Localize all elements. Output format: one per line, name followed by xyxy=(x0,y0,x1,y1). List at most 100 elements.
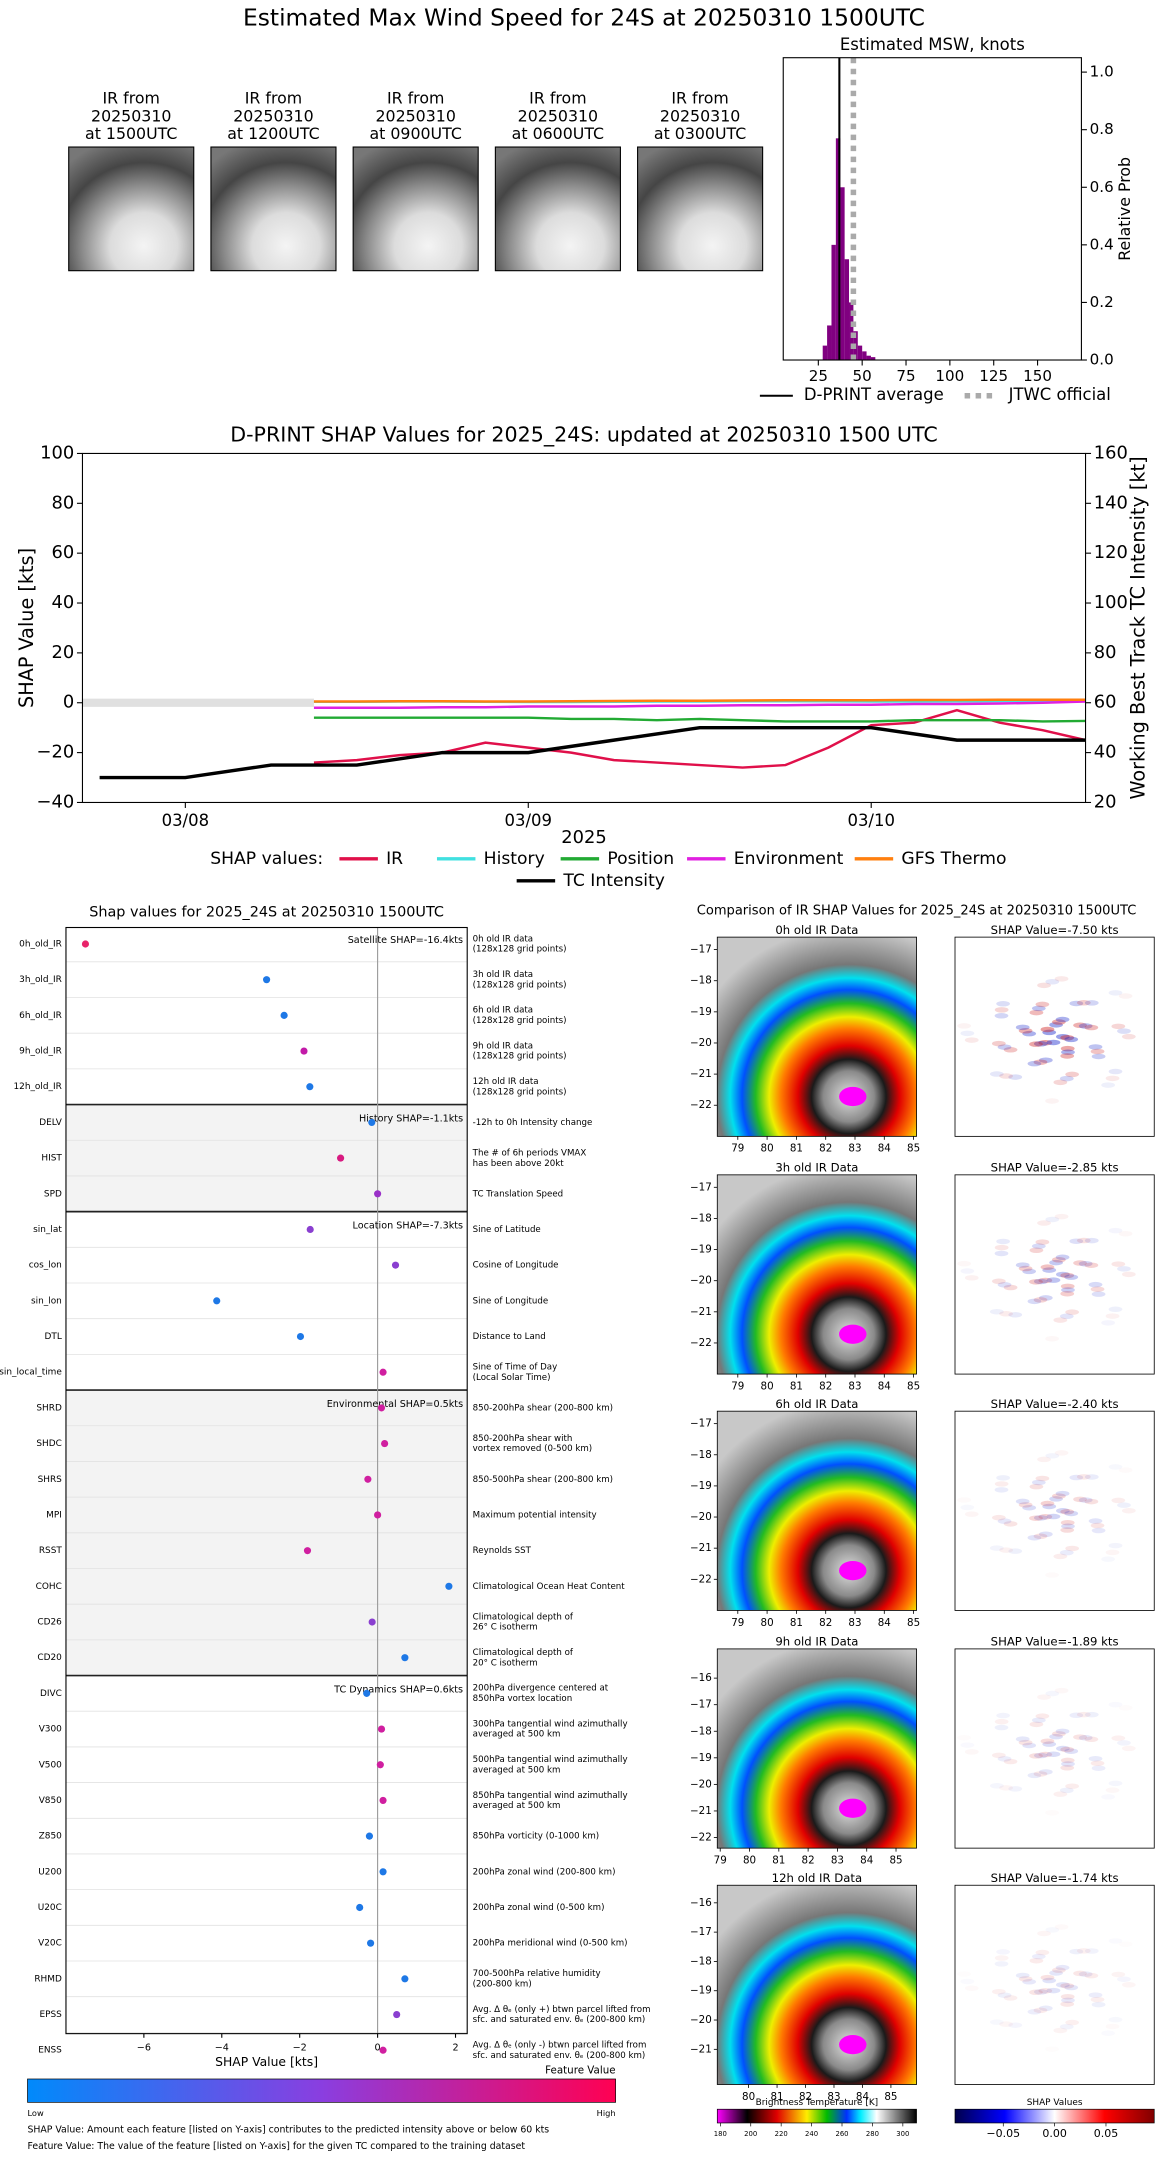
shap-blob xyxy=(1038,1514,1053,1520)
feature-point xyxy=(81,940,90,948)
x-tick-label: 85 xyxy=(889,1855,902,1867)
ir-image xyxy=(717,1648,917,1849)
shap-blob xyxy=(1040,1500,1055,1507)
shap-blob xyxy=(1059,1549,1074,1556)
y-tick-label: 0.4 xyxy=(1090,235,1114,253)
feature-description: 9h old IR data xyxy=(473,1041,533,1051)
feature-description: 850-200hPa shear with xyxy=(473,1434,573,1444)
shap-blob xyxy=(1051,1967,1066,1973)
shap-blob xyxy=(1003,1995,1018,2001)
colorbar-tick-label: 0.00 xyxy=(1042,2127,1066,2140)
shap-blob xyxy=(1008,1786,1023,1792)
shap-blob xyxy=(999,2021,1013,2027)
series-line xyxy=(313,716,1086,723)
axes-frame xyxy=(65,926,468,2035)
feature-point xyxy=(376,1761,384,1769)
thumbnail-label: at 0600UTC xyxy=(512,124,604,143)
shap-panel-title: SHAP Value=-1.89 kts xyxy=(991,1635,1119,1649)
feature-name: sin_local_time xyxy=(0,1368,62,1378)
shap-blob xyxy=(1038,1277,1053,1284)
y-tick-label: −20 xyxy=(690,2014,712,2026)
shap-blob xyxy=(989,1308,1004,1315)
shap-blob xyxy=(1037,1694,1051,1700)
shap-blob xyxy=(996,1475,1010,1481)
shap-blob xyxy=(1065,1545,1080,1552)
feature-name: V850 xyxy=(39,1796,62,1806)
legend-label: JTWC official xyxy=(1008,385,1111,404)
shap-blob xyxy=(1060,1993,1075,2000)
shap-blob xyxy=(1031,1243,1046,1249)
shap-blob xyxy=(1108,990,1123,996)
bar xyxy=(862,351,867,361)
colorbar-label: Feature Value xyxy=(545,2065,615,2077)
shap-blob xyxy=(1042,1029,1057,1036)
feature-description: sfc. and saturated env. θₑ (200-800 km) xyxy=(473,2015,646,2025)
feature-description: 200hPa zonal wind (0-500 km) xyxy=(473,1903,605,1913)
legend-label: History xyxy=(484,849,545,869)
shap-blob xyxy=(989,1071,1004,1077)
feature-colorbar xyxy=(27,2078,616,2103)
feature-point xyxy=(296,1332,305,1341)
shap-blob xyxy=(1042,1977,1057,1984)
feature-name: CD20 xyxy=(37,1653,62,1663)
shap-blob xyxy=(1118,993,1133,999)
ir-cold-core xyxy=(839,2035,867,2055)
feature-point xyxy=(401,1654,409,1662)
thumbnail-label: 20250310 xyxy=(233,106,313,125)
shap-blob xyxy=(1046,1513,1061,1520)
shap-blob xyxy=(1060,1290,1075,1297)
y-tick-label: −21 xyxy=(690,1805,712,1817)
colorbar xyxy=(716,2108,917,2124)
shap-blob xyxy=(1003,1047,1018,1053)
y-tick-label: −18 xyxy=(690,1725,712,1737)
x-tick-label: 83 xyxy=(848,1380,861,1392)
shap-blob xyxy=(1073,1734,1087,1740)
shap-blob xyxy=(996,1712,1010,1719)
shap-image xyxy=(955,1648,1155,1849)
shap-blob xyxy=(957,1497,971,1502)
colorbar-tick-label: 280 xyxy=(866,2130,879,2138)
x-tick-label: 83 xyxy=(827,2091,840,2103)
shap-blob xyxy=(1106,2024,1120,2029)
y-tick-label: −17 xyxy=(690,1926,712,1938)
thumbnail-label: IR from xyxy=(245,88,302,107)
shap-blob xyxy=(1053,1553,1068,1560)
y-tick-label: −17 xyxy=(690,944,712,956)
shap-blob xyxy=(1046,1277,1061,1283)
legend-label: GFS Thermo xyxy=(901,849,1006,869)
colorbar-label: SHAP Values xyxy=(1027,2098,1083,2108)
shap-blob xyxy=(1121,1271,1136,1278)
group-label: Satellite SHAP=-16.4kts xyxy=(348,935,463,946)
group-label: TC Dynamics SHAP=0.6kts xyxy=(333,1684,463,1695)
y2-tick-label: 160 xyxy=(1094,442,1128,463)
shap-blob xyxy=(1069,1000,1084,1007)
feature-point xyxy=(368,1118,376,1126)
feature-point xyxy=(379,1868,387,1876)
shap-blob xyxy=(1035,1001,1050,1008)
shap-blob xyxy=(1018,1028,1033,1034)
shap-blob xyxy=(1046,1987,1061,1994)
ir-panel-title: 12h old IR Data xyxy=(772,1871,862,1885)
feature-description: (128x128 grid points) xyxy=(473,1052,567,1062)
shap-blob xyxy=(1060,1272,1075,1279)
shap-blob xyxy=(1045,2046,1059,2051)
shap-blob xyxy=(1101,2030,1115,2035)
shap-blob xyxy=(957,1261,971,1266)
shap-panel-title: SHAP Value=-7.50 kts xyxy=(991,923,1119,937)
shap-blob xyxy=(1108,1227,1123,1234)
shap-blob xyxy=(997,1992,1012,1998)
feature-description: Climatological depth of xyxy=(473,1612,574,1622)
bar xyxy=(835,138,841,361)
shap-blob xyxy=(1069,1238,1084,1244)
shap-blob xyxy=(1045,1098,1059,1104)
ir-frame xyxy=(716,936,917,1137)
shap-blob xyxy=(1121,1507,1136,1514)
shap-blob xyxy=(1064,1510,1079,1517)
shap-blob xyxy=(1022,1979,1037,1985)
feature-description: Cosine of Longitude xyxy=(473,1261,559,1271)
feature-name: COHC xyxy=(36,1582,62,1592)
shap-blob xyxy=(1054,1213,1069,1220)
colorbar-tick-label: 0.05 xyxy=(1094,2127,1118,2140)
shap-blob xyxy=(994,1250,1009,1257)
feature-name: sin_lat xyxy=(33,1225,62,1235)
